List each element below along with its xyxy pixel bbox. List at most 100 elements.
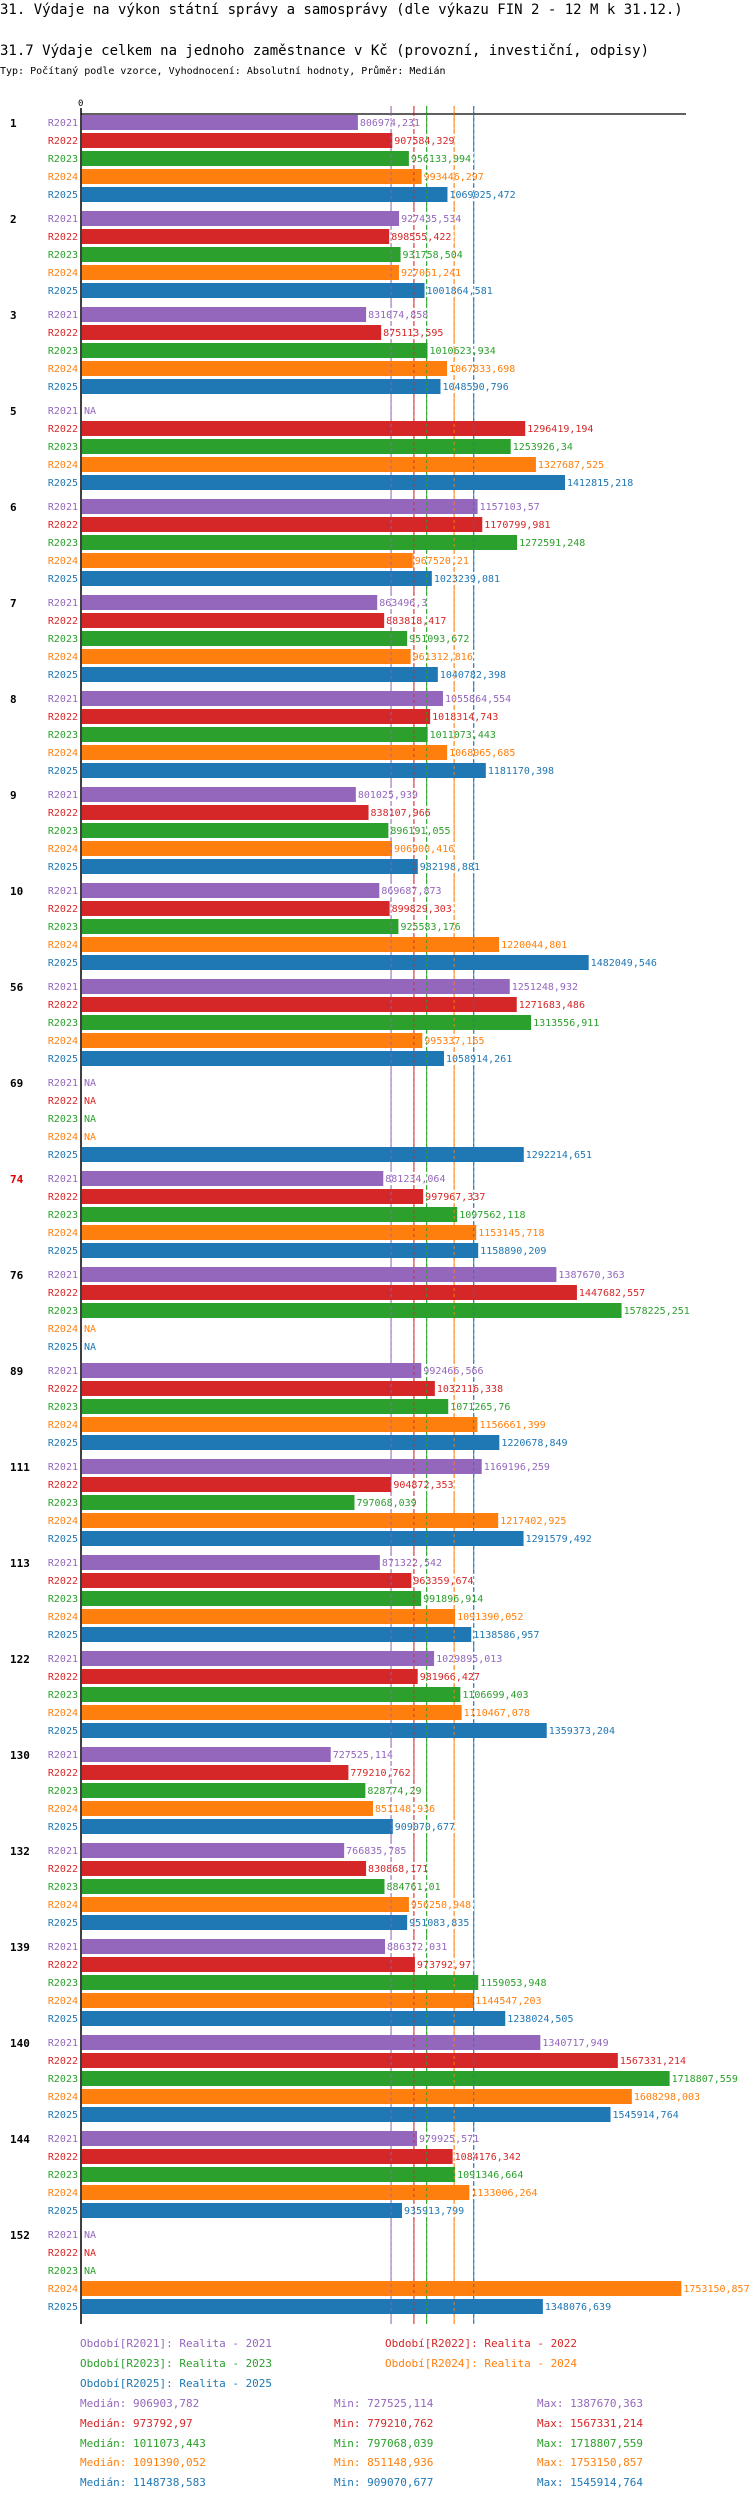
data-label-bg (500, 1436, 571, 1449)
data-label-bg (418, 1670, 483, 1683)
data-label: 1071265,76 (450, 1402, 510, 1413)
data-label: NA (84, 1324, 96, 1335)
data-label: NA (84, 1342, 96, 1353)
data-label: 1069025,472 (449, 190, 515, 201)
data-label-bg (482, 1460, 553, 1473)
data-label-bg (532, 1016, 603, 1029)
series-row-label: R2022 (48, 712, 78, 723)
series-row-label: R2023 (48, 1882, 78, 1893)
series-row-label: R2024 (48, 1228, 78, 1239)
series-row-label: R2024 (48, 940, 78, 951)
stat-max-R2023: Max: 1718807,559 (537, 2436, 643, 2450)
data-label-bg (425, 284, 496, 297)
data-label: 1272591,248 (519, 538, 585, 549)
bar-R2021 (82, 979, 510, 994)
bar-R2021 (82, 1267, 557, 1282)
series-row-label: R2022 (48, 904, 78, 915)
data-label-bg (393, 134, 458, 147)
data-label-bg (386, 1940, 451, 1953)
data-label-bg (449, 1400, 514, 1413)
data-label-bg (566, 476, 637, 489)
legend-item-R2025: Období[R2025]: Realita - 2025 (80, 2377, 273, 2390)
data-label: 1156661,399 (479, 1420, 545, 1431)
series-row-label: R2022 (48, 2248, 78, 2259)
data-label: 1412815,218 (567, 478, 633, 489)
series-row-label: R2021 (48, 1750, 78, 1761)
data-label-bg (428, 344, 499, 357)
series-row-label: R2023 (48, 634, 78, 645)
series-row-label: R2024 (48, 364, 78, 375)
stat-median-R2023: Medián: 1011073,443 (80, 2436, 206, 2450)
data-label: 899829,303 (392, 904, 452, 915)
series-row-label: R2022 (48, 520, 78, 531)
data-label: 1010623,934 (430, 346, 496, 357)
series-row-label: R2021 (48, 1270, 78, 1281)
data-label: NA (84, 2230, 96, 2241)
data-label: 995337,165 (424, 1036, 484, 1047)
data-label: 1170799,981 (484, 520, 550, 531)
bar-R2021 (82, 499, 478, 514)
bar-R2021 (82, 595, 378, 610)
stat-min-R2023: Min: 797068,039 (334, 2436, 434, 2450)
data-label: 1327687,525 (538, 460, 604, 471)
data-label-bg (524, 1532, 595, 1545)
bar-R2023 (82, 535, 518, 550)
series-row-label: R2025 (48, 1630, 78, 1641)
data-label-bg (409, 152, 474, 165)
series-row-label: R2021 (48, 1462, 78, 1473)
data-label-bg (392, 1478, 457, 1491)
bar-R2022 (82, 805, 369, 820)
data-label: 1387670,363 (558, 1270, 624, 1281)
data-label: 1067833,698 (449, 364, 515, 375)
series-row-label: R2024 (48, 1036, 78, 1047)
category-label: 140 (10, 2037, 30, 2050)
bar-R2022 (82, 1861, 367, 1876)
data-label-bg (418, 860, 483, 873)
data-label-bg (412, 1574, 477, 1587)
data-label-bg (422, 170, 487, 183)
series-row-label: R2021 (48, 694, 78, 705)
data-label: 906900,416 (394, 844, 454, 855)
bar-R2023 (82, 727, 428, 742)
data-label: 1091346,664 (457, 2170, 523, 2181)
series-row-label: R2023 (48, 1306, 78, 1317)
series-row-label: R2025 (48, 478, 78, 489)
legend-item-R2024: Období[R2024]: Realita - 2024 (385, 2357, 578, 2370)
data-label: 1340717,949 (542, 2038, 608, 2049)
bar-R2023 (82, 1399, 449, 1414)
data-label: 1296419,194 (527, 424, 593, 435)
data-label-bg (422, 1364, 487, 1377)
bar-R2023 (82, 151, 409, 166)
series-row-label: R2024 (48, 2188, 78, 2199)
data-label-bg (390, 230, 455, 243)
series-row-label: R2023 (48, 1594, 78, 1605)
series-row-label: R2023 (48, 1210, 78, 1221)
data-label-bg (358, 116, 423, 129)
data-label: 1058914,261 (446, 1054, 512, 1065)
stat-median-R2022: Medián: 973792,97 (80, 2416, 193, 2430)
data-label: 956133,994 (411, 154, 471, 165)
data-label-bg (510, 980, 581, 993)
bar-R2023 (82, 1303, 622, 1318)
bar-R2023 (82, 2167, 456, 2182)
data-label-bg (393, 842, 458, 855)
bar-R2025 (82, 1051, 445, 1066)
series-row-label: R2024 (48, 1708, 78, 1719)
data-label: 1110467,078 (464, 1708, 530, 1719)
data-label: 1253926,34 (513, 442, 573, 453)
data-label: 801025,939 (358, 790, 418, 801)
bar-R2025 (82, 1147, 524, 1162)
series-row-label: R2022 (48, 1576, 78, 1587)
bar-R2023 (82, 1015, 532, 1030)
series-row-label: R2024 (48, 2092, 78, 2103)
data-label: 1220044,801 (501, 940, 567, 951)
data-label: 1251248,932 (512, 982, 578, 993)
bar-R2025 (82, 955, 589, 970)
bar-R2022 (82, 1189, 424, 1204)
series-row-label: R2022 (48, 808, 78, 819)
bar-R2022 (82, 2053, 618, 2068)
series-row-label: R2021 (48, 406, 78, 417)
bar-R2023 (82, 343, 428, 358)
series-row-label: R2023 (48, 2266, 78, 2277)
